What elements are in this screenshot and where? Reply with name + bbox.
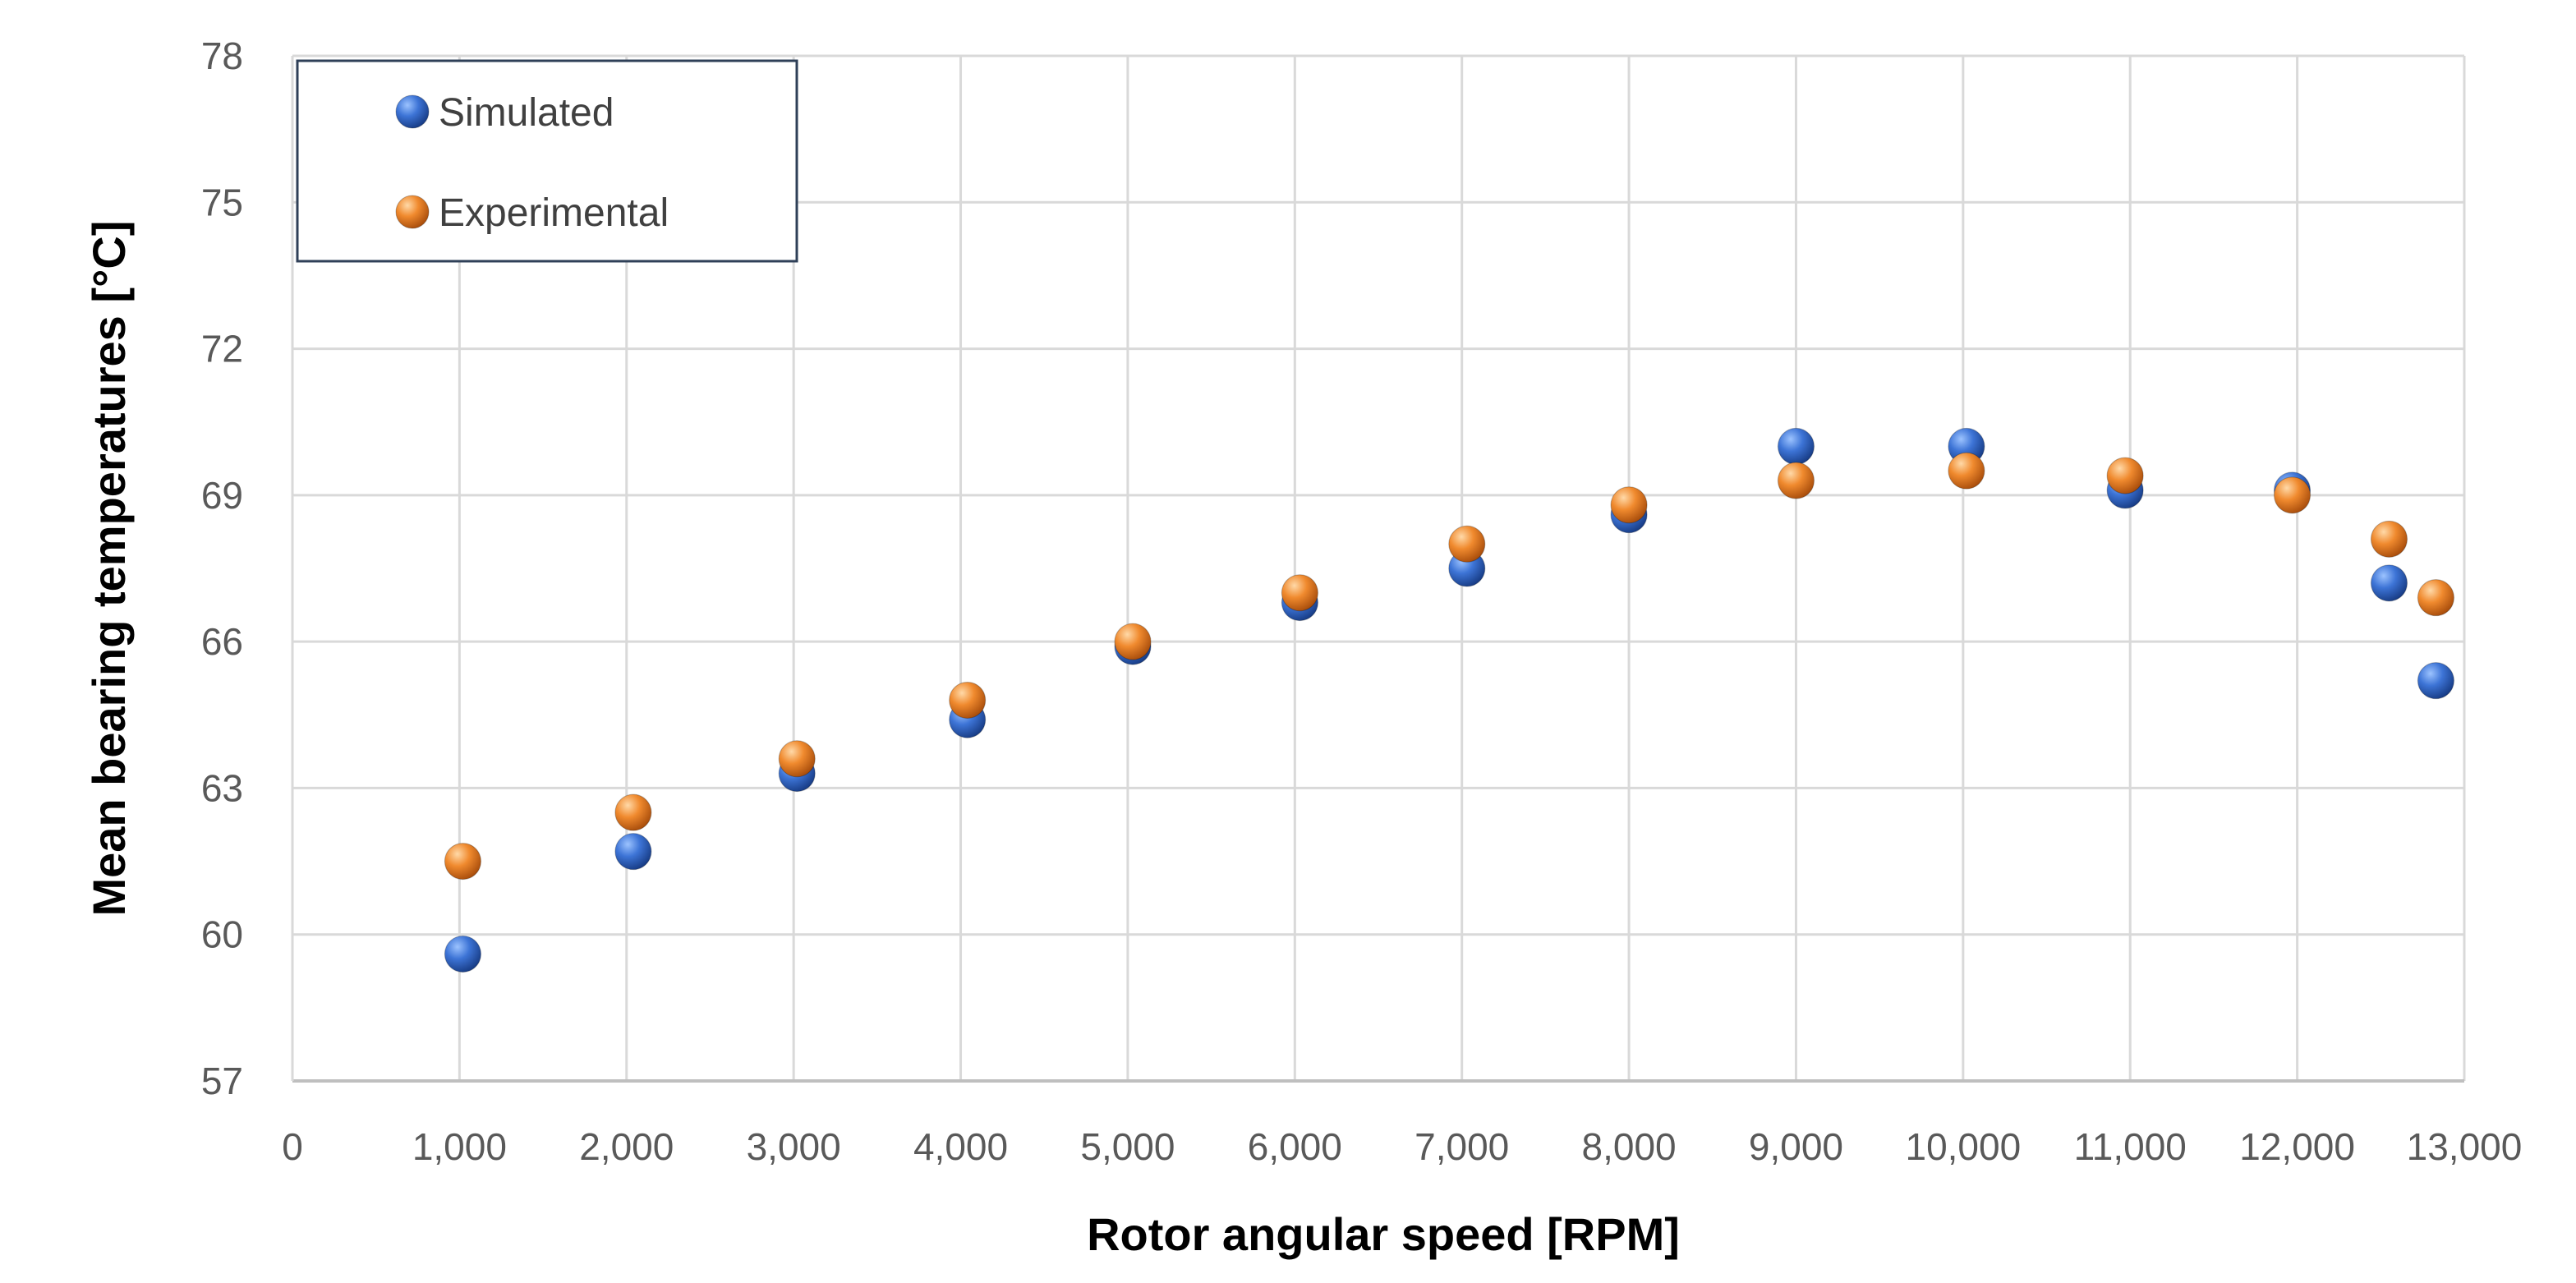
y-tick-label: 72 [201, 328, 243, 370]
x-axis-title: Rotor angular speed [RPM] [1087, 1208, 1680, 1260]
experimental-point [1948, 452, 1985, 490]
x-tick-label: 5,000 [1080, 1125, 1175, 1168]
simulated-point [2370, 564, 2408, 602]
experimental-point [2370, 520, 2408, 558]
simulated-point [1777, 427, 1815, 465]
x-tick-label: 8,000 [1582, 1125, 1677, 1168]
experimental-point [2417, 579, 2454, 617]
data-points [444, 427, 2454, 973]
simulated-point [614, 833, 652, 871]
legend-box [296, 59, 798, 263]
experimental-point [778, 740, 816, 778]
legend: Simulated Experimental [296, 59, 798, 263]
x-tick-label: 13,000 [2407, 1125, 2523, 1168]
experimental-point [2274, 476, 2312, 514]
x-tick-label: 9,000 [1749, 1125, 1843, 1168]
experimental-point [1281, 574, 1318, 612]
experimental-point [614, 793, 652, 831]
experimental-point [444, 843, 481, 881]
simulated-legend-label: Simulated [439, 91, 614, 135]
experimental-point [949, 681, 987, 719]
y-tick-label: 69 [201, 474, 243, 517]
x-tick-label: 7,000 [1414, 1125, 1509, 1168]
y-tick-label: 78 [201, 34, 243, 77]
x-tick-labels: 0 1,000 2,000 3,000 4,000 5,000 6,000 7,000 8,00… [282, 1125, 2522, 1168]
simulated-legend-marker [395, 94, 430, 129]
experimental-point [1777, 462, 1815, 499]
experimental-point [2106, 457, 2144, 494]
y-axis-title: Mean bearing temperatures [°C] [83, 220, 135, 916]
x-tick-label: 0 [282, 1125, 303, 1168]
x-tick-label: 4,000 [913, 1125, 1008, 1168]
x-tick-label: 3,000 [747, 1125, 841, 1168]
x-tick-label: 1,000 [412, 1125, 507, 1168]
y-tick-label: 60 [201, 913, 243, 956]
x-tick-label: 6,000 [1248, 1125, 1342, 1168]
x-tick-label: 12,000 [2239, 1125, 2355, 1168]
simulated-point [2417, 662, 2454, 700]
experimental-legend-label: Experimental [439, 191, 669, 235]
y-tick-label: 57 [201, 1060, 243, 1102]
x-tick-label: 2,000 [579, 1125, 674, 1168]
x-tick-label: 10,000 [1905, 1125, 2021, 1168]
experimental-point [1610, 486, 1648, 524]
y-tick-label: 63 [201, 766, 243, 809]
y-tick-labels: 57 60 63 66 69 72 75 78 [201, 34, 243, 1102]
y-tick-label: 66 [201, 620, 243, 663]
experimental-point [1114, 623, 1152, 660]
simulated-point [444, 935, 481, 973]
axes [291, 56, 2464, 1083]
experimental-legend-marker [395, 195, 430, 229]
y-tick-label: 75 [201, 181, 243, 223]
x-tick-label: 11,000 [2074, 1125, 2187, 1168]
experimental-point [1448, 525, 1486, 563]
